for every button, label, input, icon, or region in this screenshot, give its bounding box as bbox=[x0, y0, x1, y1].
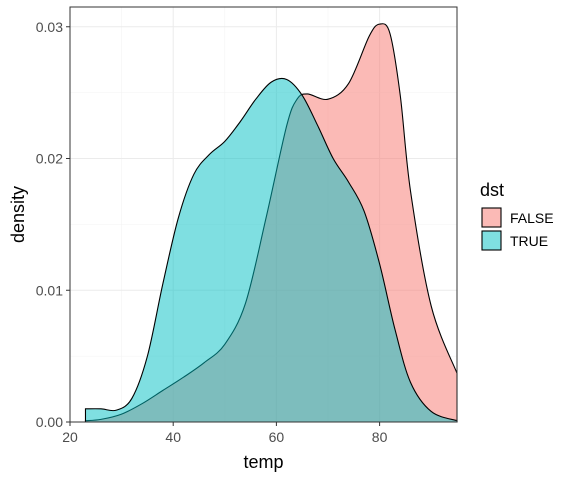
density-outline-true bbox=[84, 77, 458, 423]
legend-swatch-true bbox=[481, 230, 502, 251]
y-tick-label: 0.01 bbox=[36, 282, 63, 298]
x-tick-label: 20 bbox=[62, 429, 78, 445]
density-area-true bbox=[85, 78, 457, 422]
legend-swatch-false bbox=[481, 207, 502, 228]
x-axis-title: temp bbox=[243, 452, 283, 472]
y-axis-ticks: 0.00 0.01 0.02 0.03 bbox=[36, 19, 70, 430]
legend-label-true: TRUE bbox=[510, 233, 548, 249]
x-axis-ticks: 20 40 60 80 bbox=[62, 422, 388, 445]
x-tick-label: 60 bbox=[269, 429, 285, 445]
plot-border bbox=[69, 6, 458, 423]
x-tick-label: 40 bbox=[165, 429, 181, 445]
y-tick-label: 0.02 bbox=[36, 151, 63, 167]
density-areas bbox=[84, 23, 458, 423]
y-tick-label: 0.03 bbox=[36, 19, 63, 35]
y-tick-label: 0.00 bbox=[36, 414, 63, 430]
legend-title: dst bbox=[480, 180, 504, 200]
legend: dst FALSE TRUE bbox=[480, 180, 554, 251]
x-tick-label: 80 bbox=[372, 429, 388, 445]
y-axis-title: density bbox=[8, 186, 28, 243]
legend-label-false: FALSE bbox=[510, 210, 554, 226]
